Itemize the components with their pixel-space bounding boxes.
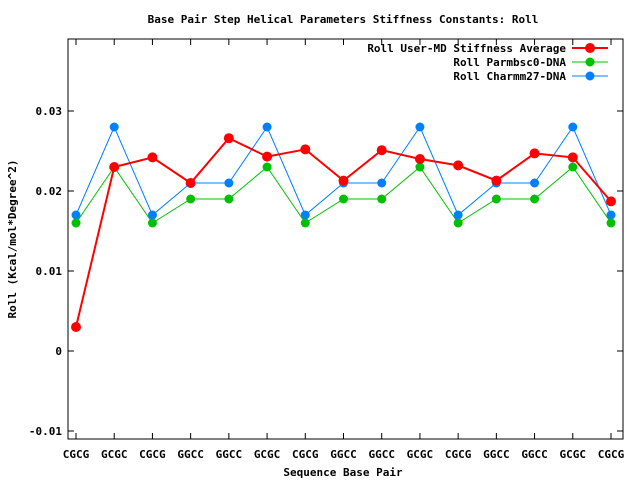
data-point xyxy=(300,218,310,228)
series-3 xyxy=(71,122,616,220)
data-point xyxy=(377,194,387,204)
data-point xyxy=(453,160,464,171)
x-axis-label: Sequence Base Pair xyxy=(283,466,403,479)
y-tick-label: 0.01 xyxy=(36,265,63,278)
data-point xyxy=(529,148,540,159)
data-point xyxy=(71,322,81,332)
data-point xyxy=(568,162,578,172)
x-tick-label: GGCC xyxy=(330,448,357,461)
x-axis: CGCG GCGC CGCG GGCC GGCC GCGC CGCG GGCC GGCC GCGC… xyxy=(63,39,625,461)
data-point xyxy=(300,144,311,155)
y-axis-label: Roll (Kcal/mol*Degree^2) xyxy=(6,160,19,319)
legend-marker xyxy=(585,43,595,53)
legend-label: Roll User-MD Stiffness Average xyxy=(367,42,566,55)
data-point xyxy=(71,218,81,228)
data-point xyxy=(300,210,310,220)
chart-title: Base Pair Step Helical Parameters Stiffn… xyxy=(148,13,539,26)
legend-item: Roll Parmbsc0-DNA xyxy=(453,56,608,69)
x-tick-label: GCGC xyxy=(254,448,281,461)
data-point xyxy=(147,152,158,163)
x-tick-label: GGCC xyxy=(521,448,548,461)
legend-marker xyxy=(585,71,595,81)
x-tick-label: CGCG xyxy=(63,448,90,461)
data-point xyxy=(223,133,234,144)
data-point xyxy=(606,218,616,228)
data-point xyxy=(606,196,616,207)
x-tick-label: GGCC xyxy=(368,448,395,461)
data-point xyxy=(414,154,425,164)
data-point xyxy=(262,162,272,172)
data-point xyxy=(224,194,234,204)
data-point xyxy=(147,218,157,228)
series-layer xyxy=(71,122,616,332)
y-axis: -0.01 0 0.01 0.02 0.03 xyxy=(29,105,623,438)
plot-frame xyxy=(67,38,624,440)
data-point xyxy=(606,210,616,220)
data-point xyxy=(376,145,387,156)
legend-item: Roll Charmm27-DNA xyxy=(453,70,608,83)
x-tick-label: CGCG xyxy=(445,448,472,461)
data-point xyxy=(415,122,425,132)
x-tick-label: GCGC xyxy=(560,448,587,461)
y-tick-label: -0.01 xyxy=(29,425,62,438)
y-tick-label: 0.02 xyxy=(36,185,63,198)
y-tick-label: 0.03 xyxy=(36,105,63,118)
data-point xyxy=(262,122,272,132)
data-point xyxy=(262,151,273,162)
data-point xyxy=(530,178,540,188)
data-point xyxy=(71,210,81,220)
y-tick-label: 0 xyxy=(55,345,62,358)
x-tick-label: CGCG xyxy=(598,448,625,461)
data-point xyxy=(224,178,234,188)
x-tick-label: GCGC xyxy=(407,448,434,461)
x-tick-label: GGCC xyxy=(483,448,510,461)
legend-label: Roll Parmbsc0-DNA xyxy=(453,56,566,69)
data-point xyxy=(338,175,349,186)
data-point xyxy=(147,210,157,220)
x-tick-label: CGCG xyxy=(139,448,166,461)
data-point xyxy=(567,152,578,163)
data-point xyxy=(109,162,120,172)
data-point xyxy=(185,178,196,188)
data-point xyxy=(453,210,463,220)
data-point xyxy=(339,194,348,204)
x-tick-label: CGCG xyxy=(292,448,319,461)
x-tick-label: GCGC xyxy=(101,448,128,461)
data-point xyxy=(530,194,540,204)
data-point xyxy=(415,162,425,172)
data-point xyxy=(186,194,196,204)
series-line xyxy=(75,136,612,328)
data-point xyxy=(568,122,578,132)
data-point xyxy=(453,218,463,228)
legend-label: Roll Charmm27-DNA xyxy=(453,70,566,83)
x-tick-label: GGCC xyxy=(177,448,204,461)
data-point xyxy=(491,175,502,186)
legend-marker xyxy=(585,57,595,67)
x-tick-label: GGCC xyxy=(216,448,243,461)
data-point xyxy=(491,194,501,204)
data-point xyxy=(377,178,387,188)
series-1 xyxy=(71,133,616,332)
data-point xyxy=(109,122,119,132)
legend-item: Roll User-MD Stiffness Average xyxy=(367,42,608,55)
